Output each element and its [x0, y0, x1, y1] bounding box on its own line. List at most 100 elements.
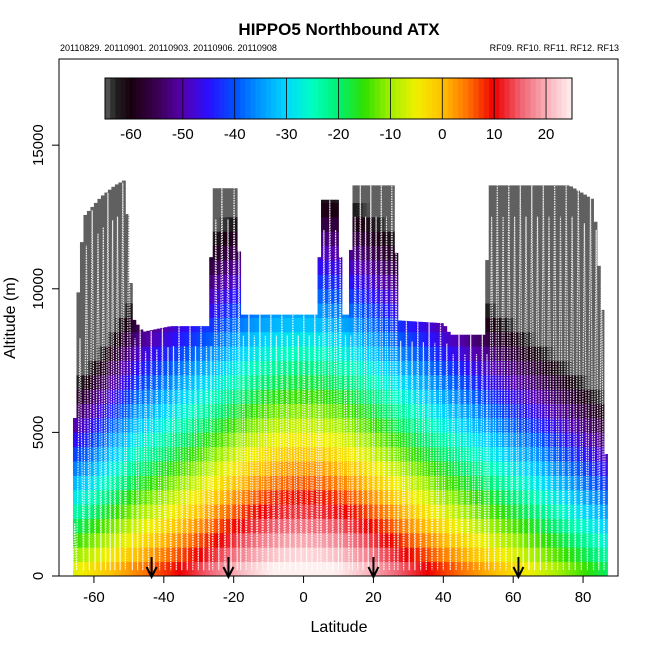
heat-cell: [237, 446, 242, 462]
colorbar-swatch: [540, 78, 547, 119]
heat-cell: [240, 360, 245, 376]
heat-cell: [216, 346, 221, 361]
heat-cell: [471, 374, 476, 390]
heat-cell: [142, 432, 147, 448]
heat-cell: [268, 403, 273, 419]
heat-cell: [261, 418, 266, 433]
heat-cell: [310, 317, 315, 333]
heat-cell: [100, 561, 105, 576]
heat-cell: [244, 346, 249, 361]
colorbar-swatch: [281, 78, 288, 119]
heat-cell: [604, 475, 608, 491]
heat-cell: [324, 245, 329, 261]
heat-cell: [76, 489, 81, 505]
heat-cell: [279, 489, 283, 505]
heat-cell: [237, 432, 242, 448]
heat-cell: [520, 432, 525, 448]
heat-cell: [219, 188, 224, 204]
heat-cell: [121, 389, 126, 405]
heat-cell: [569, 245, 573, 261]
heat-cell: [502, 216, 507, 232]
colorbar-tick-label: 0: [438, 126, 446, 143]
heat-cell: [331, 346, 336, 361]
heat-cell: [86, 346, 91, 361]
heat-cell: [471, 475, 476, 491]
heat-cell: [167, 504, 172, 519]
heat-cell: [583, 202, 587, 218]
heat-cell: [265, 374, 270, 390]
heat-cell: [425, 532, 430, 548]
heat-cell: [163, 389, 168, 405]
heat-cell: [125, 214, 130, 218]
heat-cell: [268, 461, 273, 476]
heat-cell: [488, 446, 493, 462]
heat-cell: [328, 532, 332, 548]
heat-cell: [502, 274, 507, 290]
heat-cell: [244, 532, 249, 548]
heat-cell: [541, 461, 546, 476]
heat-cell: [86, 288, 91, 304]
heat-cell: [261, 317, 266, 333]
heat-cell: [558, 188, 563, 204]
heat-cell: [254, 561, 259, 576]
heat-cell: [275, 532, 280, 548]
heat-cell: [90, 561, 95, 576]
heat-cell: [153, 504, 158, 519]
heat-cell: [219, 374, 224, 390]
heat-cell: [219, 547, 224, 563]
heat-cell: [513, 389, 518, 405]
heat-cell: [233, 274, 238, 290]
heat-cell: [135, 446, 140, 462]
heat-cell: [167, 489, 172, 505]
heat-cell: [265, 317, 270, 333]
heat-cell: [121, 180, 126, 189]
x-tick-label: -60: [83, 589, 105, 606]
colorbar-swatch: [411, 78, 417, 119]
heat-cell: [558, 245, 563, 261]
heat-cell: [244, 389, 249, 405]
heat-cell: [254, 346, 259, 361]
heat-cell: [125, 216, 130, 232]
heat-cell: [310, 504, 315, 519]
heat-cell: [268, 418, 273, 433]
heat-cell: [265, 314, 270, 318]
heat-cell: [230, 346, 235, 361]
heat-cell: [160, 446, 165, 462]
heat-cell: [513, 532, 518, 548]
heat-cell: [111, 518, 116, 534]
heat-cell: [380, 532, 385, 548]
heat-cell: [90, 418, 95, 433]
heat-cell: [492, 188, 497, 204]
heat-cell: [107, 189, 112, 204]
heat-cell: [439, 331, 444, 347]
heat-cell: [488, 403, 493, 419]
heat-cell: [212, 547, 217, 563]
heat-cell: [376, 432, 381, 448]
heat-cell: [223, 274, 228, 290]
heat-cell: [411, 418, 416, 433]
heat-cell: [366, 432, 371, 448]
heat-cell: [279, 475, 283, 491]
colorbar-swatch: [110, 78, 116, 119]
heat-cell: [261, 403, 266, 419]
heat-cell: [177, 432, 182, 448]
heat-cell: [362, 202, 367, 218]
heat-cell: [282, 461, 287, 476]
heat-cell: [111, 374, 116, 390]
heat-cell: [495, 274, 500, 290]
heat-cell: [509, 288, 514, 304]
heat-cell: [314, 346, 318, 361]
heat-cell: [163, 331, 168, 347]
heat-cell: [551, 418, 556, 433]
heat-cell: [530, 432, 535, 448]
heat-cell: [184, 389, 189, 405]
heat-cell: [397, 532, 402, 548]
heat-cell: [128, 518, 133, 534]
heat-cell: [467, 504, 472, 519]
heat-cell: [163, 327, 168, 333]
heat-cell: [230, 303, 235, 318]
heat-cell: [219, 561, 224, 576]
heat-cell: [254, 489, 259, 505]
heat-cell: [390, 532, 395, 548]
heat-cell: [541, 532, 546, 548]
